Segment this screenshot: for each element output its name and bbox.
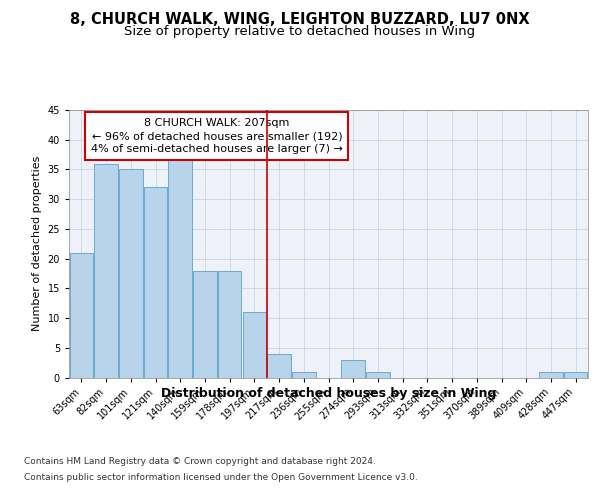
- Y-axis label: Number of detached properties: Number of detached properties: [32, 156, 42, 332]
- Text: Contains HM Land Registry data © Crown copyright and database right 2024.: Contains HM Land Registry data © Crown c…: [24, 458, 376, 466]
- Bar: [268, 354, 291, 378]
- Bar: [218, 270, 241, 378]
- Bar: [539, 372, 563, 378]
- Bar: [564, 372, 587, 378]
- Text: Contains public sector information licensed under the Open Government Licence v3: Contains public sector information licen…: [24, 472, 418, 482]
- Bar: [144, 188, 167, 378]
- Bar: [292, 372, 316, 378]
- Bar: [341, 360, 365, 378]
- Bar: [94, 164, 118, 378]
- Text: 8 CHURCH WALK: 207sqm
← 96% of detached houses are smaller (192)
4% of semi-deta: 8 CHURCH WALK: 207sqm ← 96% of detached …: [91, 118, 343, 154]
- Bar: [70, 252, 93, 378]
- Bar: [193, 270, 217, 378]
- Bar: [169, 158, 192, 378]
- Text: Distribution of detached houses by size in Wing: Distribution of detached houses by size …: [161, 388, 496, 400]
- Text: 8, CHURCH WALK, WING, LEIGHTON BUZZARD, LU7 0NX: 8, CHURCH WALK, WING, LEIGHTON BUZZARD, …: [70, 12, 530, 28]
- Bar: [119, 170, 143, 378]
- Text: Size of property relative to detached houses in Wing: Size of property relative to detached ho…: [124, 25, 476, 38]
- Bar: [366, 372, 389, 378]
- Bar: [242, 312, 266, 378]
